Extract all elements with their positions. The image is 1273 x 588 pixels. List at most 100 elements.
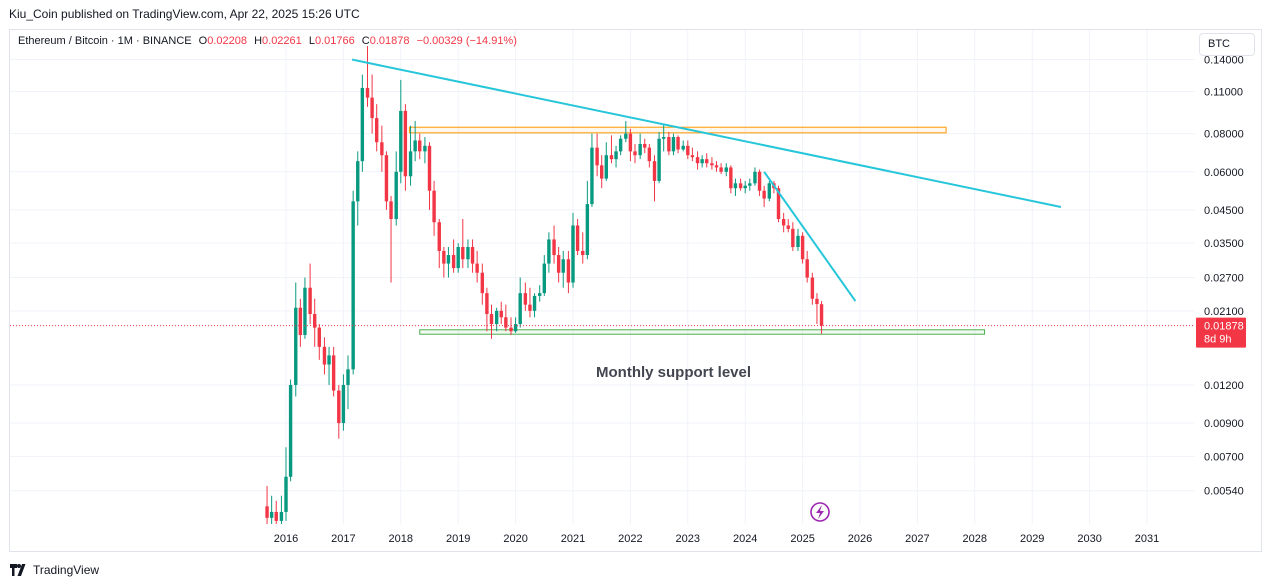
candle-body (427, 145, 432, 191)
price-tag-value: 0.01878 (1204, 321, 1244, 333)
candle-body (494, 310, 499, 325)
candle-body (753, 171, 757, 184)
symbol-name[interactable]: Ethereum / Bitcoin · 1M · BINANCE (18, 35, 192, 47)
price-tag-countdown: 8d 9h (1204, 334, 1232, 346)
candle-body (538, 293, 542, 296)
candle-body (509, 327, 513, 332)
symbol-legend: Ethereum / Bitcoin · 1M · BINANCE O 0.022… (18, 35, 517, 47)
candle-body (360, 87, 365, 162)
candle-body (633, 151, 637, 156)
x-tick-label: 2026 (848, 533, 872, 545)
price-tag (1196, 317, 1246, 348)
x-tick-label: 2030 (1077, 533, 1101, 545)
x-tick-label: 2025 (790, 533, 814, 545)
candle-body (719, 167, 723, 172)
candle-body (269, 511, 274, 518)
candle-body (566, 259, 571, 283)
low-label: L (308, 35, 315, 47)
candle-body (676, 137, 680, 150)
candle-body (585, 204, 590, 256)
candle-body (590, 147, 594, 205)
candle-body (380, 142, 384, 156)
high-value: 0.02261 (262, 35, 302, 47)
candle-body (365, 87, 370, 98)
y-tick-label: 0.02100 (1204, 306, 1244, 318)
candle-body (738, 183, 743, 189)
y-tick-label: 0.00540 (1204, 486, 1244, 498)
x-tick-label: 2021 (561, 533, 585, 545)
candle-body (389, 201, 393, 220)
y-tick-label: 0.06000 (1204, 167, 1244, 179)
candle-body (757, 171, 762, 191)
y-tick-label: 0.02700 (1204, 273, 1244, 285)
candle-body (504, 317, 508, 328)
candle-body (800, 235, 805, 260)
candle-body (413, 140, 417, 152)
candle-body (384, 155, 389, 202)
candle-body (456, 247, 460, 269)
candle-body (791, 228, 795, 248)
currency-button[interactable]: BTC (1199, 33, 1255, 56)
candle-body (762, 190, 766, 199)
candle-body (475, 263, 479, 273)
candle-body (298, 307, 303, 335)
support-zone (419, 329, 986, 335)
candle-body (581, 250, 585, 256)
candle-body (466, 247, 470, 260)
candle-body (317, 327, 321, 347)
candle-body (513, 324, 518, 332)
candle-body (485, 293, 489, 315)
x-tick-label: 2023 (676, 533, 700, 545)
candle-body (274, 511, 278, 521)
candle-body (667, 137, 671, 152)
candle-body (686, 145, 690, 156)
x-tick-label: 2029 (1020, 533, 1044, 545)
candle-body (657, 138, 661, 181)
candle-body (604, 155, 608, 179)
candle-body (294, 307, 298, 385)
footer-brand[interactable]: TradingView (33, 563, 100, 577)
candle-body (690, 155, 695, 158)
y-tick-label: 0.00700 (1204, 451, 1244, 463)
candle-body (288, 384, 293, 477)
candle-body (786, 225, 790, 229)
candle-body (729, 167, 733, 189)
publish-line: Kiu_Coin published on TradingView.com, A… (9, 7, 360, 21)
x-tick-label: 2028 (963, 533, 987, 545)
candle-body (600, 165, 604, 179)
y-tick-label: 0.14000 (1204, 55, 1244, 67)
tradingview-logo-icon[interactable] (10, 564, 28, 576)
candle-body (647, 147, 652, 162)
candle-body (337, 390, 341, 424)
candle-body (518, 293, 522, 325)
candle-body (652, 161, 657, 181)
long-term-trendline (351, 58, 1062, 208)
candle-body (643, 144, 647, 148)
candle-body (408, 151, 413, 177)
candle-body (552, 239, 556, 256)
candle-body (624, 133, 628, 139)
x-tick-label: 2022 (618, 533, 642, 545)
candle-body (542, 263, 546, 294)
candle-body (313, 314, 317, 328)
y-tick-label: 0.00900 (1204, 418, 1244, 430)
candle-body (303, 287, 307, 335)
candle-body (265, 506, 269, 518)
candle-body (733, 183, 738, 189)
candle-body (609, 155, 614, 160)
high-label: H (254, 35, 263, 47)
open-label: O (198, 35, 208, 47)
x-tick-label: 2031 (1135, 533, 1159, 545)
candle-body (432, 190, 436, 223)
change-value: −0.00329 (−14.91%) (416, 35, 517, 47)
y-tick-label: 0.03500 (1204, 238, 1244, 250)
candle-body (700, 159, 704, 164)
candle-body (499, 310, 503, 318)
candle-body (341, 384, 346, 424)
candle-body (781, 219, 786, 226)
candle-body (532, 295, 537, 311)
candle-body (724, 167, 728, 172)
candle-body (819, 304, 824, 326)
x-tick-label: 2018 (389, 533, 413, 545)
